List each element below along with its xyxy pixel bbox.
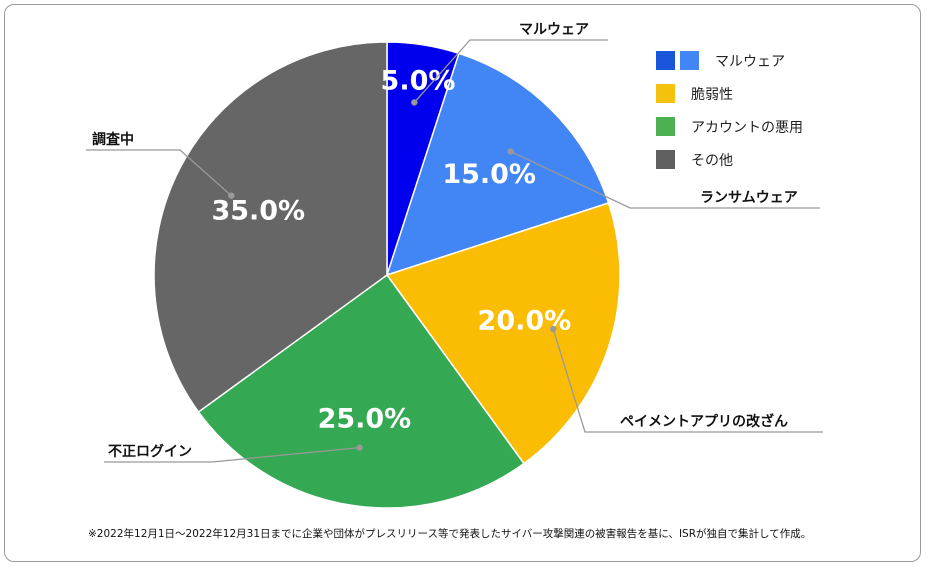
legend-label: マルウェア	[715, 53, 785, 70]
legend-label: 脆弱性	[691, 86, 733, 103]
connector-line	[552, 328, 823, 433]
legend-swatch	[656, 150, 675, 169]
legend-swatch	[656, 84, 675, 103]
connector-line	[510, 150, 820, 209]
legend-item: マルウェア	[656, 44, 803, 77]
pie-slice	[385, 202, 621, 465]
legend-swatch	[656, 117, 675, 136]
slice-category-label: ランサムウェア	[700, 190, 798, 206]
legend-swatch	[680, 51, 699, 70]
connector-dot	[507, 148, 514, 155]
footnote: ※2022年12月1日～2022年12月31日までに企業や団体がプレスリリース等…	[88, 528, 812, 540]
slice-category-label: 不正ログイン	[108, 443, 192, 460]
legend-swatch	[656, 51, 675, 70]
pie-slice	[385, 52, 610, 277]
connector-line	[86, 149, 232, 197]
legend-item: その他	[656, 143, 803, 176]
slice-category-label: ペイメントアプリの改ざん	[620, 413, 788, 430]
slice-value-label: 15.0%	[442, 159, 536, 190]
legend-item: 脆弱性	[656, 77, 803, 110]
legend-label: その他	[691, 152, 733, 169]
chart-frame	[4, 4, 921, 562]
connector-dot	[356, 444, 363, 451]
legend: マルウェア脆弱性アカウントの悪用 その他	[656, 44, 803, 176]
slice-value-label: 25.0%	[318, 404, 412, 435]
slice-value-label: 20.0%	[478, 306, 572, 337]
connector-line	[104, 446, 360, 463]
legend-label: アカウントの悪用	[691, 119, 803, 136]
slice-value-label: 5.0%	[381, 65, 456, 96]
slice-value-label: 35.0%	[211, 195, 305, 226]
slice-category-label: 調査中	[92, 131, 134, 148]
pie-slice	[197, 273, 526, 509]
connector-line	[413, 39, 608, 103]
pie-slice	[153, 41, 388, 414]
slice-category-label: マルウェア	[519, 22, 589, 38]
legend-item: アカウントの悪用	[656, 110, 803, 143]
